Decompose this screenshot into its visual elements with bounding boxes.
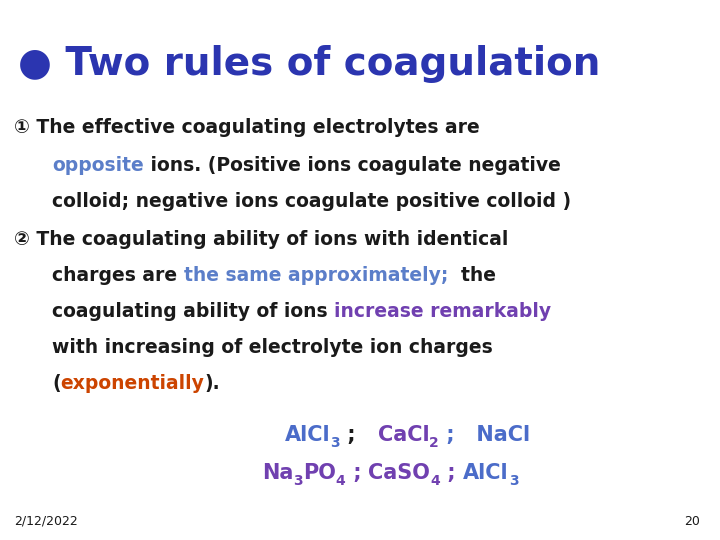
Text: 4: 4 (336, 474, 346, 488)
Text: the: the (448, 266, 496, 285)
Text: ions. (Positive ions coagulate negative: ions. (Positive ions coagulate negative (144, 156, 561, 175)
Text: coagulating ability of ions: coagulating ability of ions (52, 302, 334, 321)
Text: AlCl: AlCl (285, 425, 330, 445)
Text: 20: 20 (684, 515, 700, 528)
Text: ● Two rules of coagulation: ● Two rules of coagulation (18, 45, 600, 83)
Text: PO: PO (303, 463, 336, 483)
Text: 2/12/2022: 2/12/2022 (14, 515, 78, 528)
Text: charges are: charges are (52, 266, 184, 285)
Text: ).: ). (204, 374, 220, 393)
Text: ;   NaCl: ; NaCl (439, 425, 530, 445)
Text: ② The coagulating ability of ions with identical: ② The coagulating ability of ions with i… (14, 230, 508, 249)
Text: CaCl: CaCl (377, 425, 429, 445)
Text: ;: ; (440, 463, 463, 483)
Text: AlCl: AlCl (463, 463, 508, 483)
Text: Na: Na (262, 463, 293, 483)
Text: with increasing of electrolyte ion charges: with increasing of electrolyte ion charg… (52, 338, 492, 357)
Text: ;: ; (346, 463, 369, 483)
Text: colloid; negative ions coagulate positive colloid ): colloid; negative ions coagulate positiv… (52, 192, 571, 211)
Text: the same approximately;: the same approximately; (184, 266, 448, 285)
Text: CaSO: CaSO (369, 463, 431, 483)
Text: 3: 3 (330, 436, 341, 450)
Text: ① The effective coagulating electrolytes are: ① The effective coagulating electrolytes… (14, 118, 480, 137)
Text: 3: 3 (293, 474, 303, 488)
Text: exponentially: exponentially (60, 374, 204, 393)
Text: opposite: opposite (52, 156, 144, 175)
Text: (: ( (52, 374, 60, 393)
Text: 3: 3 (508, 474, 518, 488)
Text: increase remarkably: increase remarkably (334, 302, 552, 321)
Text: ;: ; (341, 425, 377, 445)
Text: 4: 4 (431, 474, 440, 488)
Text: 2: 2 (429, 436, 439, 450)
